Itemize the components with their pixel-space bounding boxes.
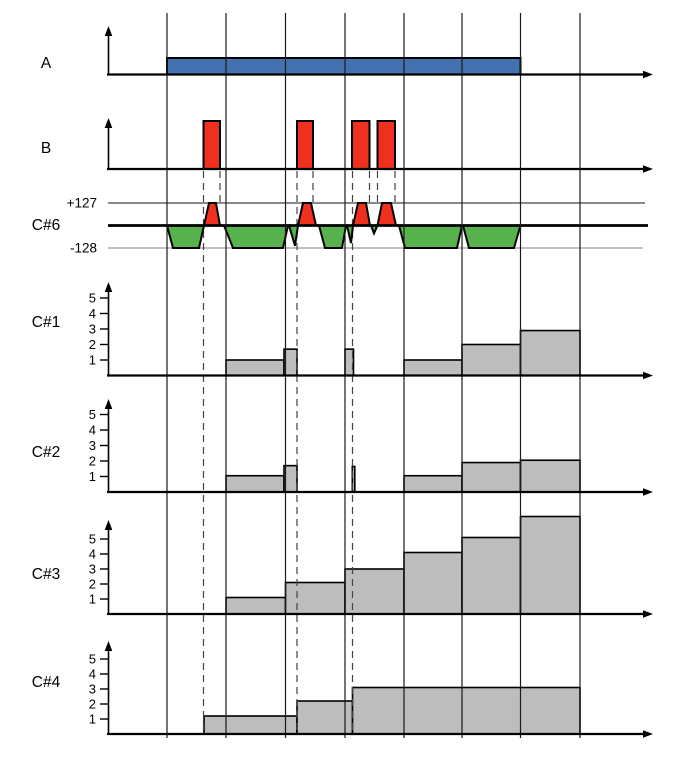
C#3-tick-label: 4 <box>89 547 96 562</box>
C#2-tick-label: 3 <box>89 438 96 453</box>
C#1-tick-label: 3 <box>89 322 96 337</box>
C#1-step-bar <box>225 359 285 377</box>
C#2-row-label: C#2 <box>32 444 60 461</box>
c6-neg-limit-label: -128 <box>70 241 97 256</box>
C#3-step-bar <box>344 568 405 615</box>
C#3-tick-label: 1 <box>89 592 96 607</box>
C#1-step-bar <box>403 359 463 377</box>
C#1-tick-label: 4 <box>89 306 96 321</box>
row-b-pulse <box>296 120 314 170</box>
C#1-row-label: C#1 <box>32 314 60 331</box>
C#6-row-label: C#6 <box>32 217 60 234</box>
C#3-baseline-arrow <box>643 610 653 618</box>
B-baseline-arrow <box>643 165 653 173</box>
C#4-row-label: C#4 <box>32 674 61 691</box>
C#3-tick-label: 2 <box>89 577 96 592</box>
C#4-step-bar <box>296 700 354 735</box>
C#1-tick-label: 1 <box>89 353 96 368</box>
row-b-pulse <box>376 120 396 170</box>
C#2-baseline-arrow <box>643 488 653 496</box>
C#4-step-bar <box>351 686 581 735</box>
C#3-step-bar <box>225 596 287 615</box>
C#4-baseline-arrow <box>643 730 653 738</box>
C#3-row-label: C#3 <box>32 566 60 583</box>
C#1-baseline-arrow <box>643 371 653 380</box>
row-b-pulse <box>351 120 371 170</box>
C#4-tick-label: 1 <box>89 712 96 727</box>
c6-pos-limit-label: +127 <box>67 196 97 211</box>
row-b-pulse <box>202 120 221 170</box>
C#4-tick-label: 4 <box>89 667 96 682</box>
c6-positive-fill <box>108 203 644 226</box>
A-value-axis-arrow <box>104 26 113 36</box>
C#4-value-axis-arrow <box>104 641 113 651</box>
C#2-step-bar <box>403 474 463 493</box>
C#2-value-axis-arrow <box>104 399 113 409</box>
C#3-step-bar <box>284 581 346 615</box>
C#4-step-bar <box>203 715 298 735</box>
C#2-step-bar <box>225 474 285 493</box>
B-row-label: B <box>41 140 51 157</box>
C#2-step-bar <box>461 461 522 493</box>
C#3-value-axis-arrow <box>104 520 113 530</box>
C#4-tick-label: 5 <box>89 652 96 667</box>
C#2-tick-label: 4 <box>89 423 96 438</box>
C#2-tick-label: 1 <box>89 469 96 484</box>
A-row-label: A <box>41 55 52 72</box>
C#3-step-bar <box>403 551 463 615</box>
C#2-tick-label: 2 <box>89 454 96 469</box>
C#4-tick-label: 2 <box>89 697 96 712</box>
C#4-tick-label: 3 <box>89 682 96 697</box>
C#1-tick-label: 5 <box>89 291 96 306</box>
C#1-value-axis-arrow <box>104 282 113 292</box>
C#1-step-bar <box>461 343 522 377</box>
C#3-step-bar <box>519 515 581 615</box>
c6-negative-fill <box>108 225 644 248</box>
B-value-axis-arrow <box>104 118 113 128</box>
A-baseline-arrow <box>643 70 653 79</box>
C#1-step-bar <box>519 329 581 377</box>
C#3-tick-label: 5 <box>89 532 96 547</box>
C#3-tick-label: 3 <box>89 562 96 577</box>
C#3-step-bar <box>461 536 522 615</box>
row-a-active-span-bar <box>166 57 522 76</box>
C#2-tick-label: 5 <box>89 407 96 422</box>
C#2-step-bar <box>519 459 581 493</box>
C#1-tick-label: 2 <box>89 337 96 352</box>
